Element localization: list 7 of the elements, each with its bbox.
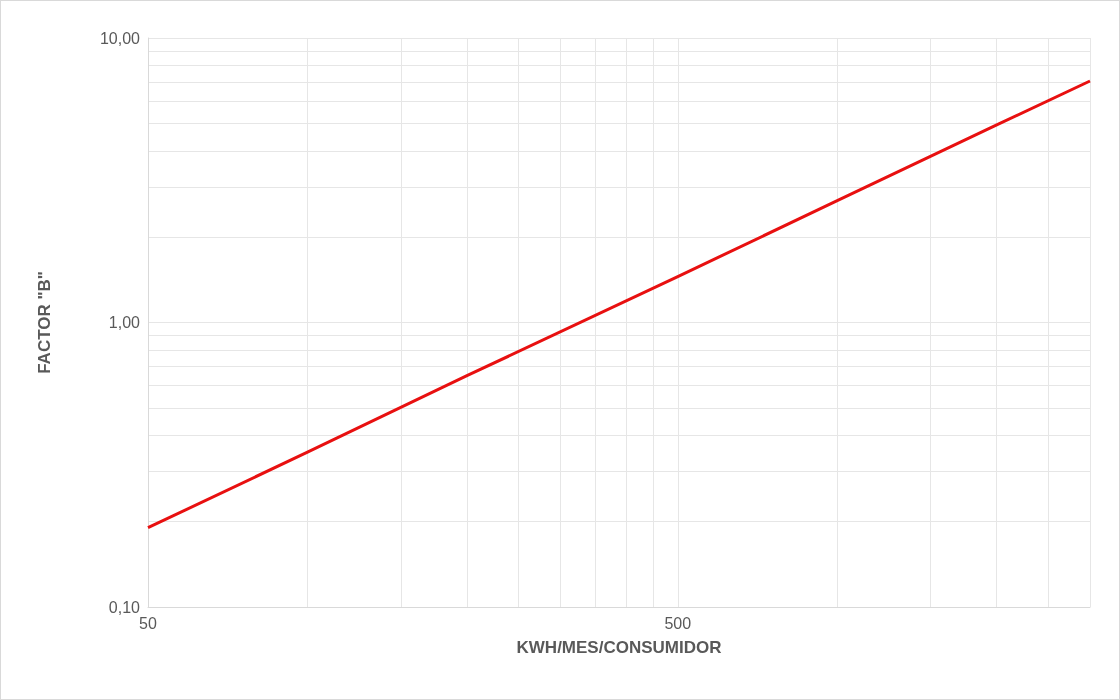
x-tick-label: 500 — [664, 614, 692, 632]
y-tick-label: 0,10 — [108, 598, 141, 616]
x-tick-label: 50 — [139, 614, 157, 632]
y-tick-label: 10,00 — [99, 29, 141, 47]
y-tick-label: 1,00 — [108, 314, 141, 331]
y-axis-title: FACTOR "B" — [35, 271, 54, 374]
x-axis-title: KWH/MES/CONSUMIDOR — [516, 638, 722, 657]
